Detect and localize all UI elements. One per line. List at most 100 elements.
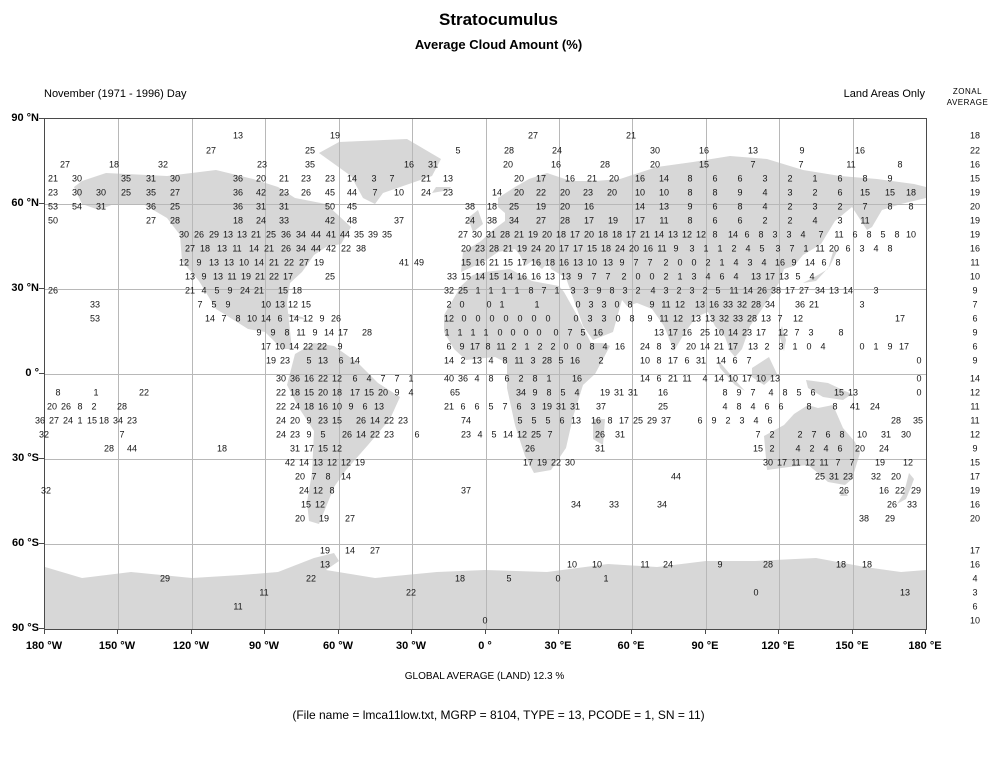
cloud-value: 4 [762,201,768,212]
cloud-value: 14 [260,313,272,324]
cloud-value: 44 [310,243,322,254]
cloud-value: 1 [717,243,723,254]
cloud-value: 7 [633,257,639,268]
cloud-value: 30 [564,457,576,468]
cloud-value: 6 [825,429,831,440]
cloud-value: 11 [729,285,739,296]
cloud-value: 29 [208,229,220,240]
cloud-value: 27 [457,229,469,240]
borneo-landmass [752,357,777,385]
zonal-average-header: ZONAL AVERAGE [938,86,997,108]
cloud-value: 15 [331,415,343,426]
cloud-value: 11 [296,327,306,338]
cloud-value: 15 [859,187,871,198]
cloud-value: 27 [344,513,356,524]
cloud-value: 17 [535,173,547,184]
cloud-value: 8 [908,201,914,212]
cloud-value: 8 [839,429,845,440]
cloud-value: 2 [550,341,556,352]
cloud-value: 33 [89,299,101,310]
cloud-value: 3 [739,415,745,426]
cloud-value: 14 [248,243,260,254]
cloud-value: 3 [859,243,865,254]
cloud-value: 21 [420,173,432,184]
cloud-value: 19 [541,401,553,412]
cloud-value: 26 [341,429,353,440]
cloud-value: 17 [572,243,584,254]
cloud-value: 5 [211,299,217,310]
cloud-value: 12 [340,457,352,468]
cloud-value: 7 [372,187,378,198]
lon-tick [44,629,45,634]
cloud-value: 21 [47,173,59,184]
cloud-value: 31 [427,159,439,170]
cloud-value: 26 [60,401,72,412]
cloud-value: 7 [647,257,653,268]
cloud-value: 6 [474,401,480,412]
cloud-value: 20 [890,471,902,482]
cloud-value: 23 [474,243,486,254]
cloud-value: 33 [722,299,734,310]
cloud-value: 20 [513,187,525,198]
cloud-value: 2 [598,355,604,366]
cloud-value: 12 [443,313,455,324]
cloud-value: 11 [657,243,667,254]
cloud-value: 5 [560,387,566,398]
zonal-average-value: 16 [969,159,981,170]
cloud-value: 21 [254,271,266,282]
cloud-value: 6 [684,355,690,366]
cloud-value: 28 [559,215,571,226]
cloud-value: 30 [275,373,287,384]
cloud-value: 2 [621,271,627,282]
cloud-value: 15 [884,187,896,198]
cloud-value: 3 [787,187,793,198]
cloud-value: 7 [605,271,611,282]
lon-label: 180 °W [25,640,63,652]
cloud-value: 4 [366,373,372,384]
cloud-value: 33 [732,313,744,324]
cloud-value: 0 [753,587,759,598]
cloud-value: 1 [603,573,609,584]
cloud-value: 4 [820,341,826,352]
cloud-value: 6 [504,373,510,384]
lat-label: 30 °N [11,282,39,294]
cloud-value: 24 [62,415,74,426]
cloud-value: 38 [355,243,367,254]
cloud-value: 16 [614,341,626,352]
cloud-value: 3 [808,327,814,338]
cloud-value: 3 [583,285,589,296]
cloud-value: 25 [657,401,669,412]
cloud-value: 17 [784,285,796,296]
cloud-value: 28 [541,355,553,366]
cloud-value: 24 [614,243,626,254]
cloud-value: 0 [806,341,812,352]
cloud-value: 6 [338,355,344,366]
cloud-value: 11 [496,341,506,352]
cloud-value: 5 [796,387,802,398]
cloud-value: 33 [446,271,458,282]
cloud-value: 16 [854,145,866,156]
cloud-value: 8 [235,313,241,324]
cloud-value: 4 [762,187,768,198]
cloud-value: 16 [474,257,486,268]
cloud-value: 11 [514,355,524,366]
cloud-value: 3 [601,299,607,310]
zonal-average-value: 15 [969,457,981,468]
cloud-value: 32 [443,285,455,296]
cloud-value: 7 [394,373,400,384]
cloud-value: 20 [294,471,306,482]
cloud-value: 14 [742,285,754,296]
cloud-value: 32 [157,159,169,170]
cloud-value: 31 [278,201,290,212]
cloud-value: 13 [747,145,759,156]
north-america-landmass [74,170,351,349]
cloud-value: 6 [656,373,662,384]
cloud-value: 27 [369,545,381,556]
cloud-value: 12 [902,457,914,468]
cloud-value: 9 [799,145,805,156]
cloud-value: 23 [279,355,291,366]
cloud-value: 24 [298,485,310,496]
zonal-average-value: 9 [972,355,978,366]
cloud-value: 24 [878,443,890,454]
cloud-value: 5 [517,415,523,426]
